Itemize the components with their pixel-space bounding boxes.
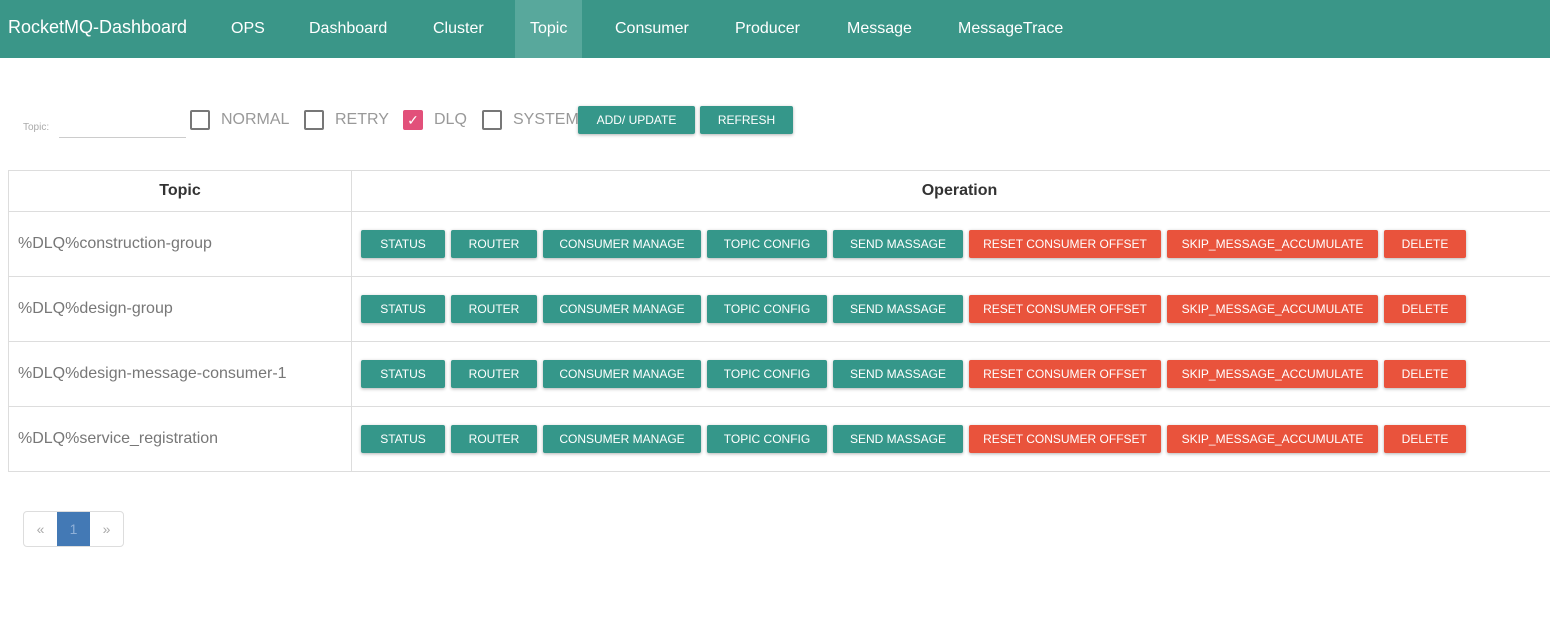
topic-name: %DLQ%construction-group <box>8 211 352 277</box>
table-row: %DLQ%design-group STATUS ROUTER CONSUMER MA… <box>8 276 1550 342</box>
send-message-button[interactable]: SEND MASSAGE <box>833 230 963 258</box>
checkbox-normal[interactable]: NORMAL <box>190 110 289 130</box>
status-button[interactable]: STATUS <box>361 230 445 258</box>
nav-ops[interactable]: OPS <box>231 20 265 37</box>
consumer-manage-button[interactable]: CONSUMER MANAGE <box>543 295 701 323</box>
header-topic: Topic <box>8 170 352 212</box>
checkbox-label: DLQ <box>434 111 467 128</box>
router-button[interactable]: ROUTER <box>451 425 537 453</box>
filter-bar: Topic: NORMAL RETRY ✓ DLQ SYSTEM ADD/ UPD… <box>0 104 900 144</box>
reset-consumer-offset-button[interactable]: RESET CONSUMER OFFSET <box>969 360 1161 388</box>
prev-page-button[interactable]: « <box>36 521 45 537</box>
status-button[interactable]: STATUS <box>361 360 445 388</box>
consumer-manage-button[interactable]: CONSUMER MANAGE <box>543 425 701 453</box>
skip-message-accumulate-button[interactable]: SKIP_MESSAGE_ACCUMULATE <box>1167 360 1378 388</box>
skip-message-accumulate-button[interactable]: SKIP_MESSAGE_ACCUMULATE <box>1167 295 1378 323</box>
checkbox-icon[interactable] <box>304 110 324 130</box>
consumer-manage-button[interactable]: CONSUMER MANAGE <box>543 360 701 388</box>
topic-config-button[interactable]: TOPIC CONFIG <box>707 295 827 323</box>
nav-message[interactable]: Message <box>847 20 912 37</box>
router-button[interactable]: ROUTER <box>451 230 537 258</box>
topic-name: %DLQ%design-group <box>8 276 352 342</box>
table-row: %DLQ%construction-group STATUS ROUTER CONSU… <box>8 211 1550 277</box>
reset-consumer-offset-button[interactable]: RESET CONSUMER OFFSET <box>969 425 1161 453</box>
topic-config-button[interactable]: TOPIC CONFIG <box>707 230 827 258</box>
nav-producer[interactable]: Producer <box>735 20 800 37</box>
check-icon[interactable]: ✓ <box>403 110 423 130</box>
router-button[interactable]: ROUTER <box>451 295 537 323</box>
send-message-button[interactable]: SEND MASSAGE <box>833 425 963 453</box>
operations-cell: STATUS ROUTER CONSUMER MANAGE TOPIC CONFIG S… <box>351 406 1550 472</box>
nav-messagetrace[interactable]: MessageTrace <box>958 20 1064 37</box>
nav-topic[interactable]: Topic <box>515 0 583 58</box>
reset-consumer-offset-button[interactable]: RESET CONSUMER OFFSET <box>969 295 1161 323</box>
brand[interactable]: RocketMQ-Dashboard <box>8 17 188 37</box>
skip-message-accumulate-button[interactable]: SKIP_MESSAGE_ACCUMULATE <box>1167 230 1378 258</box>
checkbox-icon[interactable] <box>190 110 210 130</box>
topic-input[interactable] <box>59 114 186 138</box>
checkbox-label: NORMAL <box>221 111 290 128</box>
pagination: « 1 » <box>23 511 124 547</box>
delete-button[interactable]: DELETE <box>1384 295 1466 323</box>
table-row: %DLQ%service_registration STATUS ROUTER CON… <box>8 406 1550 472</box>
checkbox-dlq[interactable]: ✓ DLQ <box>403 110 467 130</box>
send-message-button[interactable]: SEND MASSAGE <box>833 295 963 323</box>
nav-dashboard[interactable]: Dashboard <box>309 20 388 37</box>
topic-config-button[interactable]: TOPIC CONFIG <box>707 425 827 453</box>
table-row: %DLQ%design-message-consumer-1 STATUS ROUT… <box>8 341 1550 407</box>
topic-table: Topic Operation %DLQ%construction-group S… <box>8 170 1550 472</box>
reset-consumer-offset-button[interactable]: RESET CONSUMER OFFSET <box>969 230 1161 258</box>
checkbox-icon[interactable] <box>482 110 502 130</box>
consumer-manage-button[interactable]: CONSUMER MANAGE <box>543 230 701 258</box>
status-button[interactable]: STATUS <box>361 425 445 453</box>
operations-cell: STATUS ROUTER CONSUMER MANAGE TOPIC CONFIG S… <box>351 211 1550 277</box>
router-button[interactable]: ROUTER <box>451 360 537 388</box>
skip-message-accumulate-button[interactable]: SKIP_MESSAGE_ACCUMULATE <box>1167 425 1378 453</box>
operations-cell: STATUS ROUTER CONSUMER MANAGE TOPIC CONFIG S… <box>351 276 1550 342</box>
delete-button[interactable]: DELETE <box>1384 425 1466 453</box>
delete-button[interactable]: DELETE <box>1384 230 1466 258</box>
checkbox-label: RETRY <box>335 111 389 128</box>
topic-config-button[interactable]: TOPIC CONFIG <box>707 360 827 388</box>
topic-name: %DLQ%service_registration <box>8 406 352 472</box>
operations-cell: STATUS ROUTER CONSUMER MANAGE TOPIC CONFIG S… <box>351 341 1550 407</box>
nav-cluster[interactable]: Cluster <box>433 20 484 37</box>
next-page-button[interactable]: » <box>102 521 111 537</box>
nav-consumer[interactable]: Consumer <box>615 20 689 37</box>
add-update-button[interactable]: ADD/ UPDATE <box>578 106 695 134</box>
topic-name: %DLQ%design-message-consumer-1 <box>8 341 352 407</box>
header-operation: Operation <box>351 170 1550 212</box>
status-button[interactable]: STATUS <box>361 295 445 323</box>
topic-label: Topic: <box>23 122 50 133</box>
checkbox-label: SYSTEM <box>513 111 579 128</box>
checkbox-retry[interactable]: RETRY <box>304 110 389 130</box>
delete-button[interactable]: DELETE <box>1384 360 1466 388</box>
send-message-button[interactable]: SEND MASSAGE <box>833 360 963 388</box>
page-1-button[interactable]: 1 <box>57 512 90 546</box>
refresh-button[interactable]: REFRESH <box>700 106 793 134</box>
checkbox-system[interactable]: SYSTEM <box>482 110 579 130</box>
navbar: RocketMQ-Dashboard OPS Dashboard Cluster… <box>0 0 1550 58</box>
